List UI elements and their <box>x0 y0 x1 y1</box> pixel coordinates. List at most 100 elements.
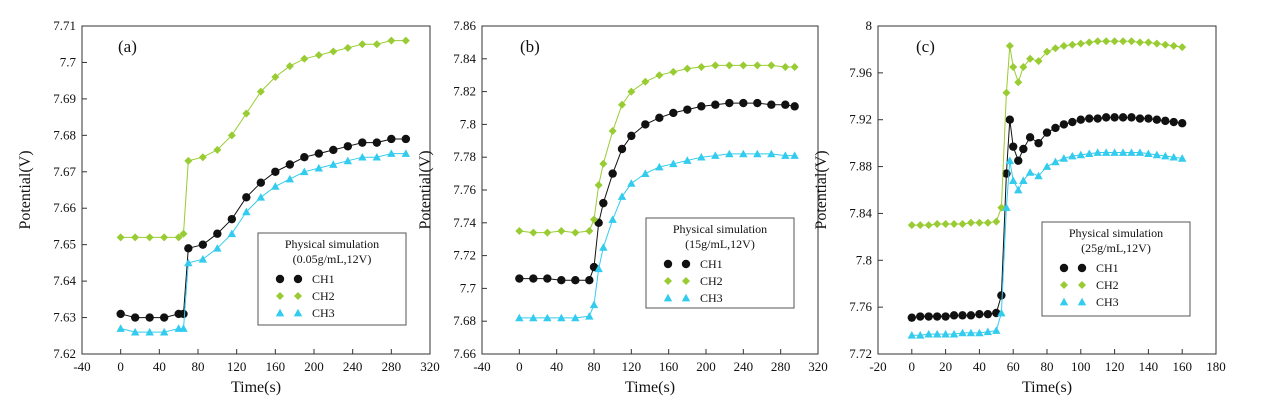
data-point <box>227 131 236 140</box>
data-point <box>907 313 916 322</box>
data-point <box>1152 115 1162 124</box>
data-point <box>669 159 678 168</box>
data-point <box>198 240 208 249</box>
data-point <box>589 300 599 309</box>
data-point <box>753 149 762 158</box>
x-tick-label: 200 <box>696 359 716 374</box>
data-point <box>314 163 324 172</box>
x-tick-label: -40 <box>473 359 490 374</box>
data-point <box>941 329 950 338</box>
x-tick-label: 160 <box>266 359 286 374</box>
data-point <box>116 233 125 242</box>
data-point <box>1144 149 1153 158</box>
data-point <box>739 149 748 158</box>
data-point <box>697 153 706 161</box>
y-tick-label: 7.74 <box>453 215 476 230</box>
legend-entry-ch3: CH3 <box>1059 295 1119 309</box>
x-tick-label: 160 <box>1172 359 1192 374</box>
legend-marker-left <box>663 293 673 302</box>
chart-panel-c: -20 0 20 40 60 80 100 120 140 160 180 7.72 7.76 7.8 7.… <box>813 18 1226 396</box>
data-point <box>543 228 552 237</box>
data-point <box>1127 113 1136 122</box>
data-point <box>1178 43 1187 52</box>
legend-entry-ch2: CH2 <box>276 289 335 303</box>
data-point <box>790 63 799 71</box>
y-tick-label: 7.64 <box>53 273 76 288</box>
panel-label: (c) <box>916 37 935 56</box>
data-point <box>1019 176 1028 184</box>
data-point <box>992 326 1001 334</box>
data-point <box>131 233 140 242</box>
data-point <box>1101 113 1111 122</box>
legend-marker-right <box>681 259 691 269</box>
data-point <box>594 181 603 190</box>
data-point <box>1161 40 1170 49</box>
data-point <box>1034 57 1043 66</box>
data-point <box>529 274 538 283</box>
data-point <box>213 244 222 252</box>
y-tick-label: 7.72 <box>453 248 476 263</box>
data-point <box>1178 119 1187 128</box>
data-point <box>1034 171 1043 180</box>
x-tick-label: 20 <box>939 359 952 374</box>
series-ch2 <box>907 37 1187 230</box>
data-point <box>256 87 265 96</box>
y-tick-label: 7.69 <box>53 91 76 106</box>
data-point <box>941 219 950 228</box>
legend-entry-ch2: CH2 <box>664 274 723 288</box>
data-point <box>975 309 984 319</box>
plot-frame <box>81 25 431 355</box>
data-point <box>790 151 799 159</box>
y-tick-label: 7.67 <box>53 164 76 179</box>
legend-marker-left <box>275 274 285 284</box>
y-tick-label: 7.63 <box>53 310 76 325</box>
legend-marker-right <box>1077 263 1087 273</box>
legend-marker-right <box>1077 297 1087 306</box>
data-point <box>242 109 251 118</box>
y-tick-label: 7.78 <box>453 149 476 164</box>
data-point <box>1005 41 1014 50</box>
data-point <box>627 179 636 187</box>
x-tick-label: 320 <box>420 359 440 374</box>
data-point <box>130 327 140 336</box>
y-axis-title: Potential(V) <box>417 150 434 229</box>
data-point <box>372 138 382 147</box>
legend-label: CH3 <box>312 306 335 320</box>
data-point <box>401 149 411 157</box>
legend-marker-right <box>681 293 691 302</box>
data-point <box>130 313 140 322</box>
data-point <box>387 149 396 157</box>
data-point <box>1051 44 1060 53</box>
data-point <box>916 221 925 230</box>
data-point <box>1110 37 1119 46</box>
data-point <box>958 311 967 320</box>
data-point <box>916 312 925 321</box>
data-point <box>1085 149 1094 158</box>
y-tick-label: 7.68 <box>453 313 476 328</box>
x-tick-label: 100 <box>1071 359 1091 374</box>
data-point <box>617 192 627 200</box>
panel-label: (a) <box>118 37 137 56</box>
x-tick-label: 40 <box>550 359 563 374</box>
data-point <box>343 43 352 52</box>
data-point <box>1085 38 1094 47</box>
data-point <box>343 142 353 151</box>
data-point <box>1002 88 1011 97</box>
data-point <box>1144 38 1153 47</box>
data-point <box>271 182 280 190</box>
data-point <box>599 198 608 208</box>
data-point <box>184 244 193 253</box>
data-point <box>1014 185 1023 194</box>
data-point <box>907 331 916 339</box>
data-point <box>975 328 984 337</box>
x-tick-label: 200 <box>304 359 324 374</box>
data-point <box>1093 148 1102 156</box>
legend-label: CH1 <box>700 257 723 271</box>
legend-label: CH2 <box>1096 278 1119 292</box>
data-point <box>949 311 959 320</box>
data-point <box>184 258 193 267</box>
data-point <box>781 151 790 159</box>
data-point <box>1059 41 1068 50</box>
data-point <box>997 291 1006 300</box>
data-point <box>941 312 950 321</box>
